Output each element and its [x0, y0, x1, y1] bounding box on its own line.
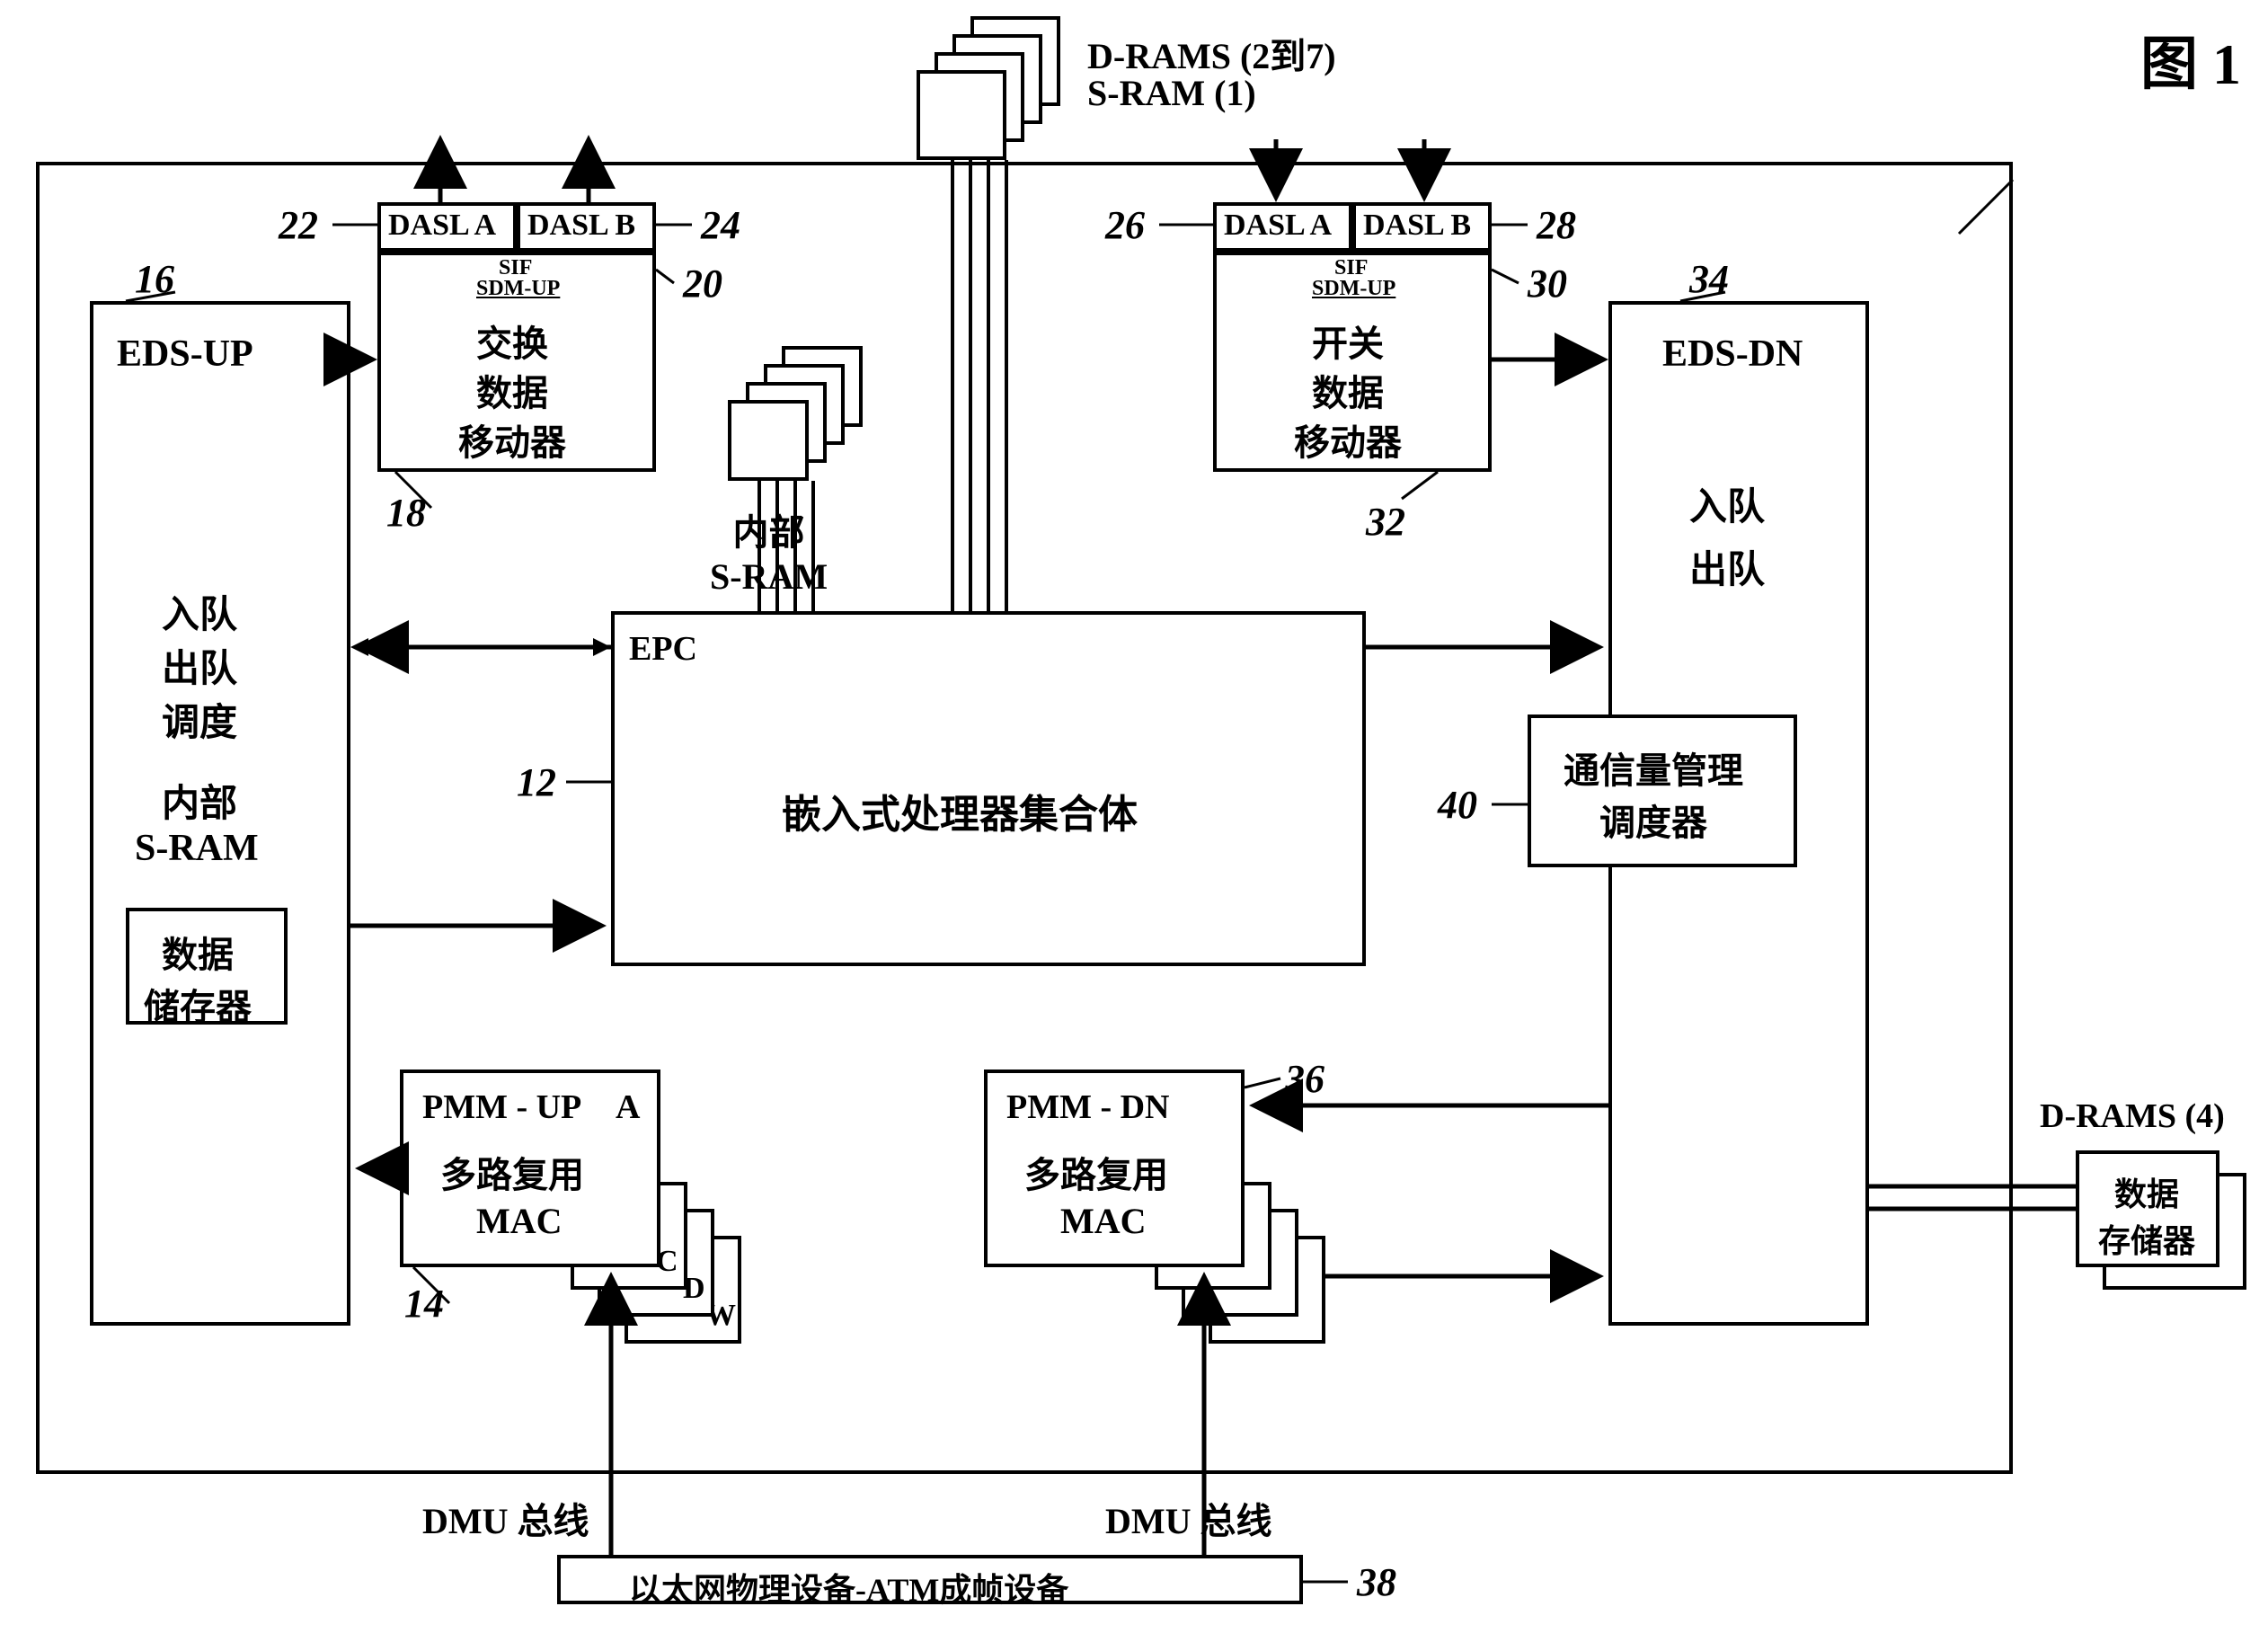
pmm-up-title: PMM - UP	[422, 1087, 581, 1127]
drams-right-label: D-RAMS (4)	[2040, 1096, 2225, 1136]
dasl-a-up-text: DASL A	[388, 209, 496, 243]
drams-top-stack-0	[917, 70, 1006, 160]
sdm-up-l2: 数据	[476, 364, 548, 416]
ref-38: 38	[1357, 1559, 1396, 1605]
eds-up-title: EDS-UP	[117, 333, 253, 376]
sdm-up-l3: 移动器	[458, 413, 566, 466]
sdm-dn-l3: 移动器	[1294, 413, 1402, 466]
pmm-up-l2: MAC	[476, 1200, 563, 1242]
ref-36: 36	[1285, 1056, 1324, 1102]
eds-up-l2: 出队	[162, 638, 237, 693]
ref-12: 12	[517, 759, 556, 805]
dasl-b-dn-text: DASL B	[1363, 209, 1471, 243]
sdm-dn-sdm: SDM-UP	[1312, 277, 1395, 301]
epc-tag: EPC	[629, 629, 697, 669]
figure-title: 图 1	[2140, 18, 2241, 101]
ref-30: 30	[1528, 261, 1567, 306]
ref-32: 32	[1366, 499, 1405, 545]
sdm-up-sdm: SDM-UP	[476, 277, 560, 301]
eds-up-l5: S-RAM	[135, 827, 259, 870]
pmm-up-a-tab: A	[616, 1087, 640, 1127]
ref-34: 34	[1689, 256, 1729, 302]
ref-40: 40	[1438, 782, 1477, 828]
sram-top-label: S-RAM (1)	[1087, 72, 1256, 114]
phy-text: 以太网物理设备-ATM成帧设备	[629, 1564, 1068, 1611]
dmu-bus-right: DMU 总线	[1105, 1492, 1272, 1544]
ref-28: 28	[1537, 202, 1576, 248]
ref-14: 14	[404, 1281, 444, 1327]
ref-26: 26	[1105, 202, 1145, 248]
dmu-bus-left: DMU 总线	[422, 1492, 589, 1544]
eds-dn-l1: 入队	[1689, 476, 1765, 531]
eds-dn-title: EDS-DN	[1662, 333, 1803, 376]
eds-up-l1: 入队	[162, 584, 237, 639]
epc-text: 嵌入式处理器集合体	[782, 782, 1138, 839]
sdm-dn-l2: 数据	[1312, 364, 1384, 416]
diagram-canvas: 图 1 10 D-RAMS (2到7) S-RAM (1) 16 EDS-UP …	[0, 0, 2268, 1642]
eds-up-sub-text: 数据 储存器	[144, 926, 252, 1030]
dasl-b-up-text: DASL B	[527, 209, 635, 243]
tms-text: 通信量管理 调度器	[1564, 741, 1743, 846]
eds-up-l4: 内部	[162, 773, 237, 828]
ref-16: 16	[135, 256, 174, 302]
pmm-dn-l2: MAC	[1060, 1200, 1147, 1242]
eds-dn-l2: 出队	[1689, 539, 1765, 594]
sram-stack-0	[728, 400, 809, 481]
eds-up-l3: 调度	[162, 692, 237, 747]
dasl-a-dn-text: DASL A	[1224, 209, 1332, 243]
pmm-up-l1: 多路复用	[440, 1146, 584, 1198]
internal-sram-label: 内部 S-RAM	[710, 503, 828, 598]
sdm-dn-l1: 开关	[1312, 315, 1384, 367]
ref-22: 22	[279, 202, 318, 248]
ref-20: 20	[683, 261, 722, 306]
sdm-up-l1: 交换	[476, 315, 548, 367]
pmm-dn-l1: 多路复用	[1024, 1146, 1168, 1198]
data-store-text: 数据 存储器	[2098, 1168, 2195, 1262]
ref-18: 18	[386, 490, 426, 536]
pmm-dn-title: PMM - DN	[1006, 1087, 1169, 1127]
ref-24: 24	[701, 202, 740, 248]
